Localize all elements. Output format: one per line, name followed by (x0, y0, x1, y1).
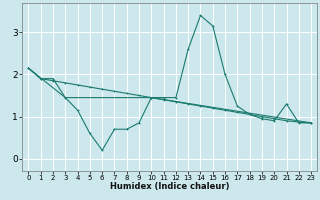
X-axis label: Humidex (Indice chaleur): Humidex (Indice chaleur) (110, 182, 229, 191)
